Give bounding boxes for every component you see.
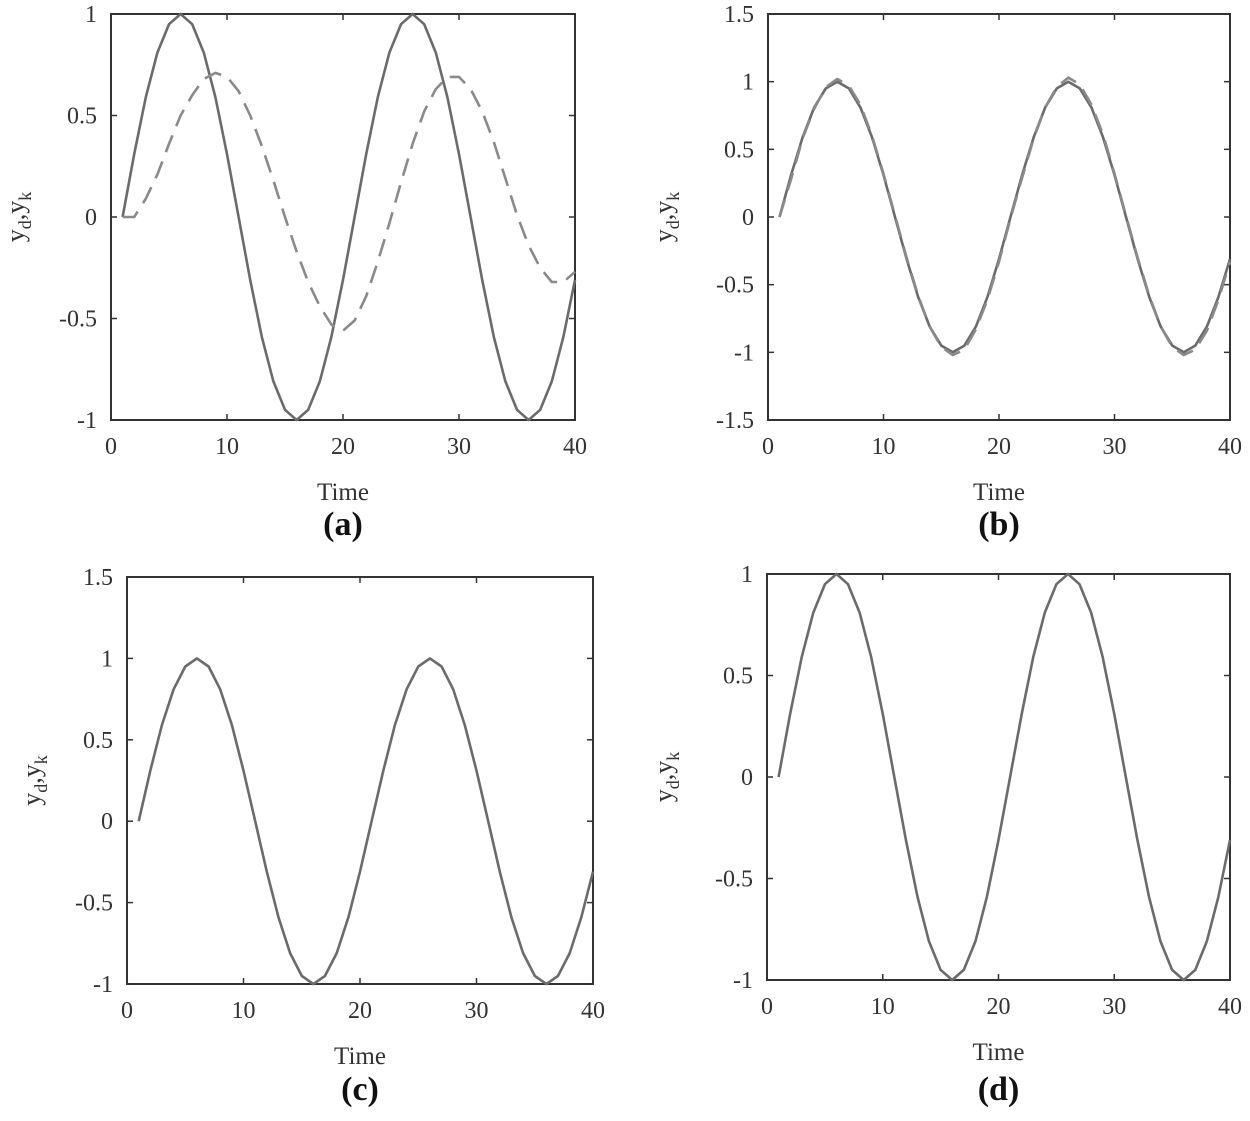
x-tick-label: 20 [348, 998, 372, 1024]
y-tick-label: 1 [85, 2, 97, 28]
y-tick-label: -1 [734, 340, 754, 366]
y-tick-label: -0.5 [716, 273, 754, 299]
y-axis-title: yd,yk [1, 192, 35, 243]
y-axis-title-part: , [17, 777, 46, 784]
y-tick-label: 0 [85, 205, 97, 231]
solid-series-line [121, 12, 577, 422]
plot-frame [110, 13, 576, 421]
y-axis-title-part: y [1, 229, 30, 242]
y-axis-title-part: d [31, 784, 51, 793]
y-axis-title-part: y [17, 793, 46, 806]
y-tick-label: 0 [741, 765, 753, 791]
y-axis-title-part: d [663, 780, 683, 789]
x-tick-label: 20 [987, 994, 1011, 1020]
y-tick-label: 1 [101, 646, 113, 672]
y-axis-title: yd,yk [649, 192, 683, 243]
y-axis-title-part: d [15, 220, 35, 229]
y-tick-label: -0.5 [59, 307, 97, 333]
y-tick-label: -0.5 [715, 867, 753, 893]
x-tick-label: 40 [1218, 994, 1242, 1020]
solid-series-line [777, 572, 1232, 982]
x-axis-title: Time [973, 479, 1025, 506]
y-tick-label: 0.5 [83, 728, 113, 754]
y-tick-label: 0.5 [67, 104, 97, 130]
plot-frame [126, 576, 594, 985]
y-axis-title-part: y [17, 764, 46, 777]
x-axis-title: Time [317, 479, 369, 506]
y-tick-label: -1 [77, 408, 97, 434]
x-tick-label: 30 [465, 998, 489, 1024]
y-tick-label: -1.5 [716, 408, 754, 434]
y-axis-title-part: y [649, 229, 678, 242]
y-tick-label: 1.5 [83, 565, 113, 591]
y-tick-label: 0.5 [723, 664, 753, 690]
y-axis-title-part: y [1, 201, 30, 214]
x-tick-label: 30 [1102, 994, 1126, 1020]
x-axis-title: Time [334, 1043, 386, 1070]
y-tick-label: 1 [741, 562, 753, 588]
panel-label: (d) [978, 1071, 1020, 1108]
y-axis-title-part: y [649, 201, 678, 214]
x-tick-label: 0 [121, 998, 133, 1024]
dashed-series-line [778, 76, 1232, 357]
y-axis-title-part: d [663, 220, 683, 229]
y-axis-title-part: k [663, 192, 683, 201]
y-axis-title-part: y [649, 789, 678, 802]
dashed-series-line [122, 71, 576, 333]
panel-label: (b) [978, 506, 1020, 543]
y-tick-label: 1 [742, 70, 754, 96]
x-tick-label: 30 [447, 434, 471, 460]
y-axis-title-part: k [663, 752, 683, 761]
x-tick-label: 30 [1103, 434, 1127, 460]
y-tick-label: 0 [742, 205, 754, 231]
solid-series-line [778, 80, 1232, 354]
y-axis-title-part: y [649, 761, 678, 774]
y-tick-label: -1 [93, 972, 113, 998]
x-tick-label: 40 [581, 998, 605, 1024]
y-axis-title: yd,yk [17, 755, 51, 806]
panel-label: (c) [341, 1071, 379, 1108]
x-tick-label: 0 [105, 434, 117, 460]
x-tick-label: 10 [232, 998, 256, 1024]
x-tick-label: 10 [215, 434, 239, 460]
y-tick-label: -0.5 [75, 891, 113, 917]
x-axis-title: Time [973, 1039, 1025, 1066]
panel-label: (a) [323, 506, 363, 543]
y-axis-title-part: , [649, 214, 678, 221]
y-tick-label: 0.5 [724, 137, 754, 163]
x-tick-label: 40 [1218, 434, 1242, 460]
y-axis-title-part: , [1, 214, 30, 221]
y-tick-label: -1 [733, 968, 753, 994]
y-axis-title: yd,yk [649, 752, 683, 803]
x-tick-label: 20 [331, 434, 355, 460]
y-axis-title-part: , [649, 774, 678, 781]
y-tick-label: 1.5 [724, 2, 754, 28]
x-tick-label: 0 [762, 434, 774, 460]
x-tick-label: 10 [872, 434, 896, 460]
plot-frame [767, 13, 1231, 421]
x-tick-label: 40 [563, 434, 587, 460]
y-tick-label: 0 [101, 809, 113, 835]
x-tick-label: 10 [871, 994, 895, 1020]
x-tick-label: 20 [987, 434, 1011, 460]
solid-series-line [137, 657, 595, 986]
plot-frame [766, 573, 1231, 981]
y-axis-title-part: k [15, 192, 35, 201]
x-tick-label: 0 [761, 994, 773, 1020]
y-axis-title-part: k [31, 755, 51, 764]
